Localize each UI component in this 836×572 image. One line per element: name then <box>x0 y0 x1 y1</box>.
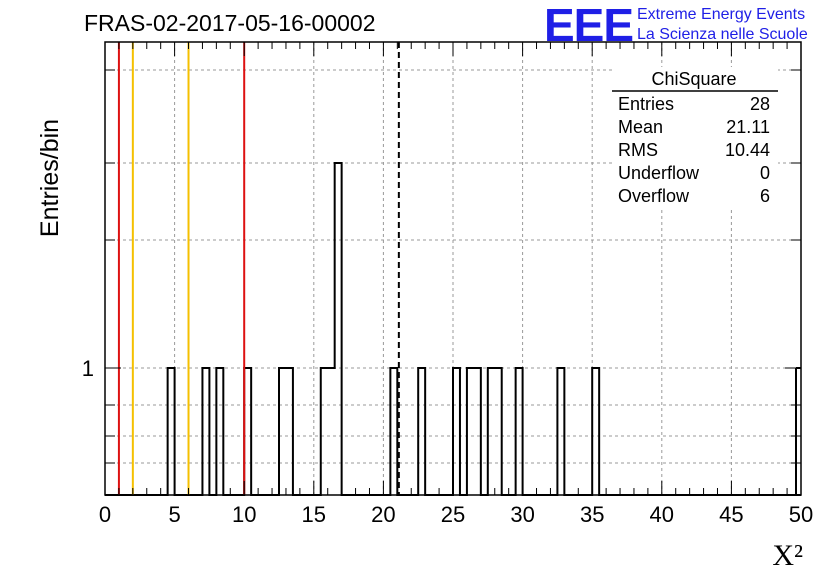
histogram-outline <box>105 162 801 496</box>
x-tick-label: 35 <box>580 502 604 527</box>
stats-label-mean: Mean <box>618 117 663 137</box>
reference-lines <box>117 42 400 495</box>
x-tick-label: 40 <box>650 502 674 527</box>
x-tick-label: 25 <box>441 502 465 527</box>
stats-label-entries: Entries <box>618 94 674 114</box>
stats-value-overflow: 6 <box>760 186 770 206</box>
x-tick-label: 10 <box>232 502 256 527</box>
logo-line-2: La Scienza nelle Scuole <box>637 26 808 43</box>
stats-box: ChiSquare Entries 28 Mean 21.11 RMS 10.44 Under… <box>612 67 778 207</box>
y-tick-label: 1 <box>82 356 94 381</box>
x-tick-label: 20 <box>371 502 395 527</box>
x-tick-label: 15 <box>302 502 326 527</box>
x-tick-label: 50 <box>789 502 813 527</box>
eee-logo: EEE <box>544 0 634 51</box>
x-tick-label: 30 <box>510 502 534 527</box>
stats-value-rms: 10.44 <box>725 140 770 160</box>
stats-value-underflow: 0 <box>760 163 770 183</box>
chart-title: FRAS-02-2017-05-16-00002 <box>84 10 376 36</box>
x-axis-label: X² <box>772 539 803 572</box>
x-tick-label: 0 <box>99 502 111 527</box>
stats-value-entries: 28 <box>750 94 770 114</box>
axes: 0 5 10 15 20 25 30 35 40 45 50 1 X² <box>82 41 813 572</box>
stats-box-title: ChiSquare <box>651 69 736 89</box>
stats-label-rms: RMS <box>618 140 658 160</box>
x-tick-label: 45 <box>719 502 743 527</box>
x-tick-label: 5 <box>168 502 180 527</box>
stats-value-mean: 21.11 <box>726 117 770 137</box>
logo-line-1: Extreme Energy Events <box>637 6 806 23</box>
stats-label-overflow: Overflow <box>618 186 690 206</box>
stats-label-underflow: Underflow <box>618 163 700 183</box>
